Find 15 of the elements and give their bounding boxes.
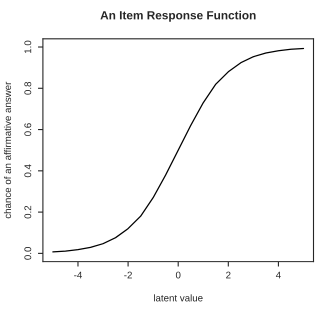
chart-title: An Item Response Function (100, 10, 256, 22)
y-axis-title: chance of an affirmative answer (4, 82, 12, 218)
y-tick-label: 0.0 (24, 247, 32, 260)
y-tick-label: 0.8 (24, 82, 32, 95)
x-tick-label: 2 (226, 272, 231, 278)
x-axis-title: latent value (154, 294, 203, 302)
x-tick-label: 0 (176, 272, 181, 278)
x-tick-label: 4 (276, 272, 281, 278)
x-tick-label: -4 (74, 272, 82, 278)
y-tick-label: 0.6 (24, 123, 32, 136)
x-tick-label: -2 (124, 272, 132, 278)
y-tick-label: 0.4 (24, 164, 32, 178)
y-tick-label: 1.0 (24, 40, 32, 54)
y-tick-label: 0.2 (24, 206, 32, 218)
line-series (52, 48, 304, 253)
